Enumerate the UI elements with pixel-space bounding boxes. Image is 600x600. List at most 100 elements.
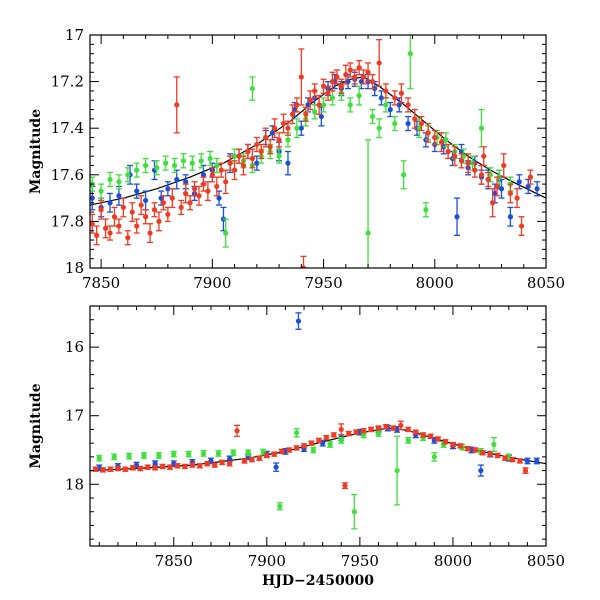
data-point — [284, 120, 291, 136]
data-point — [369, 108, 376, 125]
data-point — [230, 449, 237, 457]
data-point — [478, 108, 485, 148]
x-axis-label: HJD−2450000 — [262, 573, 374, 589]
data-point — [458, 153, 465, 169]
data-point — [411, 108, 418, 129]
data-point — [162, 155, 169, 171]
data-point — [102, 218, 109, 239]
data-point — [489, 188, 496, 218]
data-point — [524, 457, 531, 465]
y-tick-label: 17.6 — [51, 166, 84, 184]
data-point — [310, 446, 317, 454]
data-point — [533, 457, 540, 465]
data-point — [258, 143, 265, 160]
data-point — [500, 153, 507, 178]
data-point — [509, 456, 516, 463]
data-point — [507, 183, 514, 204]
data-point — [155, 452, 162, 459]
data-point — [153, 160, 160, 176]
y-tick-label: 18 — [65, 259, 84, 277]
data-point — [191, 181, 198, 197]
data-point — [293, 428, 300, 438]
data-point — [478, 164, 485, 185]
data-point — [502, 455, 509, 461]
data-point — [249, 76, 256, 101]
data-point — [204, 181, 211, 202]
data-point — [126, 452, 133, 460]
data-point — [341, 482, 348, 490]
data-point — [329, 71, 336, 92]
data-point — [298, 48, 305, 106]
y-tick-label: 17.2 — [51, 73, 84, 91]
data-point — [347, 97, 354, 113]
data-point — [200, 176, 207, 192]
data-point — [93, 225, 100, 246]
data-point — [454, 197, 461, 237]
x-tick-label: 7850 — [155, 552, 193, 570]
top-panel: 7850 7900 7950 8000 8050 17 17.2 17.4 17.6 17.8 18… — [28, 26, 565, 292]
data-point — [215, 450, 222, 457]
data-point — [394, 435, 401, 506]
data-point — [369, 73, 376, 90]
data-point — [405, 437, 412, 444]
bottom-panel: 7850 7900 7950 8000 8050 16 17 18 Magnitude HJD−2… — [28, 305, 565, 589]
data-point — [219, 459, 226, 466]
data-point — [133, 162, 140, 178]
data-point — [170, 450, 177, 458]
data-point — [227, 155, 234, 171]
data-point — [518, 216, 525, 237]
data-point — [213, 157, 220, 174]
data-point — [120, 197, 127, 218]
data-point — [507, 206, 514, 227]
data-point — [295, 312, 302, 330]
data-point — [173, 76, 180, 134]
data-point — [390, 425, 397, 431]
data-point — [356, 85, 363, 106]
data-point — [420, 432, 427, 438]
data-point — [204, 461, 211, 467]
data-point — [124, 167, 131, 183]
data-point — [338, 437, 345, 444]
data-point — [189, 155, 196, 171]
data-point — [302, 106, 309, 122]
data-point — [187, 195, 194, 211]
data-point — [435, 436, 442, 442]
data-point — [464, 445, 471, 452]
data-point — [300, 255, 307, 268]
y-tick-label: 17.8 — [51, 212, 84, 230]
x-tick-label: 7950 — [304, 274, 342, 292]
data-point — [338, 78, 345, 94]
data-point — [196, 463, 203, 469]
data-point — [240, 155, 247, 176]
data-point — [222, 169, 229, 195]
x-tick-label: 7900 — [248, 552, 286, 570]
data-point — [140, 452, 147, 459]
data-point — [293, 97, 300, 113]
data-point — [351, 493, 358, 530]
data-point — [398, 83, 405, 104]
data-point — [405, 115, 412, 132]
data-point — [405, 97, 412, 113]
data-point — [472, 447, 479, 453]
data-point — [178, 199, 185, 216]
data-point — [267, 139, 274, 155]
data-point — [327, 441, 334, 448]
series-green — [96, 428, 512, 530]
data-point — [301, 443, 308, 449]
data-point — [271, 451, 278, 457]
data-point — [376, 39, 383, 87]
data-point — [514, 188, 521, 209]
data-point — [293, 445, 300, 451]
data-point — [111, 453, 118, 461]
data-point — [98, 199, 105, 220]
data-point — [425, 122, 432, 143]
data-point — [151, 202, 158, 218]
data-point — [405, 426, 412, 433]
data-point — [155, 211, 162, 232]
data-point — [438, 132, 445, 153]
x-tick-label: 8000 — [434, 552, 472, 570]
data-point — [147, 223, 154, 244]
data-point — [391, 90, 398, 106]
data-point — [494, 452, 501, 459]
